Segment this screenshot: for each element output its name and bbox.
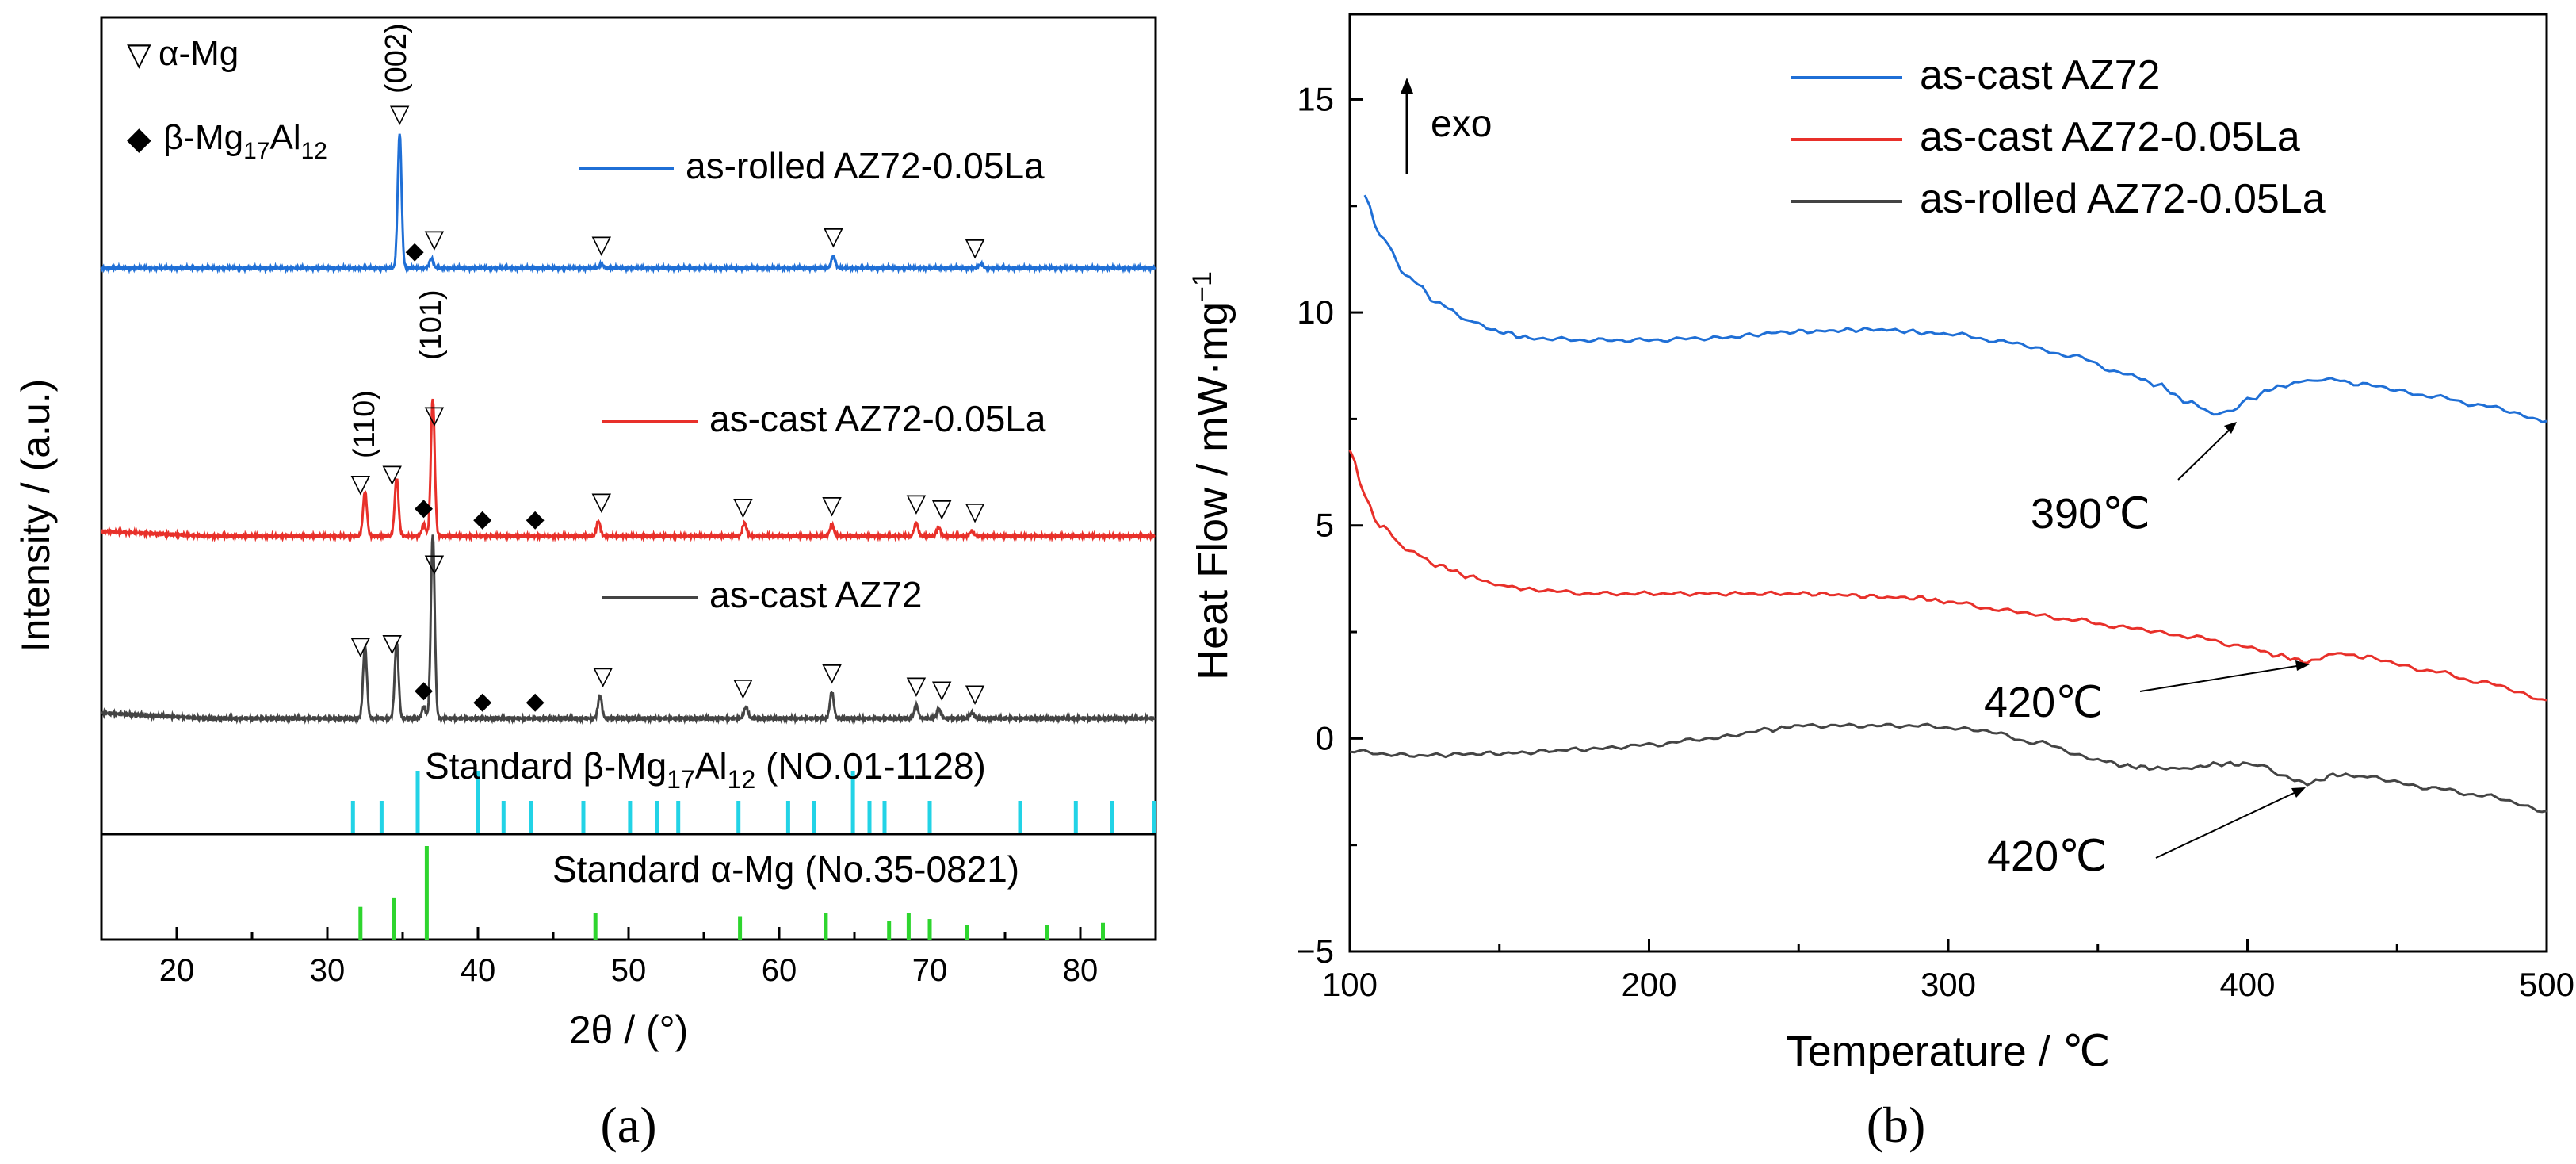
panel-b-x-axis-label: Temperature / ℃ [1787,1028,2111,1075]
standard-beta-lines [350,771,1156,834]
standard-beta-label: Standard β-Mg17Al12 (NO.01-1128) [425,745,986,794]
panel-b-legend: as-cast AZ72 as-cast AZ72-0.05La as-rolled… [1791,52,2326,222]
alpha-mg-marker: ▽ [907,488,927,517]
alpha-mg-marker: ▽ [932,675,952,703]
x-tick-label: 40 [461,953,496,988]
xrd-series-line-0 [100,133,1156,274]
standard-alpha-label: Standard α-Mg (No.35-0821) [552,848,1019,890]
alpha-mg-marker: ▽ [907,671,927,699]
x-tick-label: 400 [2219,966,2275,1003]
standard-alpha-lines [358,846,1105,940]
exo-arrow-head [1401,78,1413,94]
beta-phase-legend-label: β-Mg17Al12 [163,118,327,164]
panel-a-peak-markers: ▽▽ ▽ ▽ ▽◆▽ ▽▽▽ ▽ ▽ ▽ ▽ ▽◆ ◆ ◆▽ ▽▽▽ ▽▽ ▽ ▽ ▽◆ ◆ ◆ [350,99,984,714]
exo-label: exo [1431,103,1492,145]
beta-phase-marker: ◆ [415,494,433,520]
x-tick-label: 70 [912,953,948,988]
x-tick-label: 50 [611,953,647,988]
alpha-mg-symbol: ▽ [127,37,151,72]
alpha-mg-marker: ▽ [593,661,613,690]
alpha-mg-marker: ▽ [822,490,842,519]
dsc-series-line-2 [1349,722,2547,814]
x-tick-label: 200 [1621,966,1676,1003]
alpha-mg-marker: ▽ [965,233,985,262]
dsc-series-line-1 [1348,450,2547,702]
peak-label-110: (110) [348,390,381,458]
alpha-mg-marker: ▽ [591,487,611,515]
panel-a-x-axis: 20 30 40 50 60 70 80 [100,927,1157,988]
panel-a-caption: (a) [600,1097,656,1153]
x-tick-label: 20 [159,953,195,988]
x-tick-label: 500 [2519,966,2574,1003]
legend-label-2: as-rolled AZ72-0.05La [1920,176,2326,222]
alpha-mg-marker: ▽ [822,657,842,686]
annotation-390: 390℃ [2031,490,2150,538]
y-tick-label: −5 [1296,932,1334,970]
x-tick-label: 30 [310,953,346,988]
alpha-mg-marker: ▽ [965,679,985,707]
annotation-390-leader [2177,423,2236,481]
peak-label-101: (101) [415,289,448,360]
panel-a-series-legend: as-rolled AZ72-0.05La as-cast AZ72-0.05La… [579,145,1046,615]
beta-phase-marker: ◆ [526,506,545,532]
beta-phase-marker: ◆ [473,506,491,532]
y-tick-label: 10 [1297,293,1334,331]
alpha-mg-marker: ▽ [733,673,753,702]
x-tick-label: 100 [1322,966,1378,1003]
legend-label-1: as-cast AZ72-0.05La [709,398,1046,439]
annotation-420-black-arrowhead [2291,787,2306,798]
dsc-series-line-0 [1363,194,2547,423]
alpha-mg-marker: ▽ [350,631,370,660]
alpha-mg-marker: ▽ [382,459,402,488]
alpha-mg-marker: ▽ [932,494,952,523]
y-axis-unit-exponent: −1 [1187,271,1217,302]
alpha-mg-marker: ▽ [965,497,985,526]
xrd-series-line-1 [100,398,1156,543]
x-tick-label: 60 [762,953,797,988]
x-tick-label: 80 [1063,953,1099,988]
annotation-390-arrowhead [2224,422,2237,434]
annotation-420-black: 420℃ [1987,833,2107,880]
beta-phase-marker: ◆ [415,677,433,703]
peak-label-002: (002) [380,23,413,94]
panel-a-x-axis-label: 2θ / (°) [569,1008,689,1052]
annotation-420-black-leader [2155,788,2303,859]
panel-b-y-axis-label: Heat Flow / mW·mg−1 [1187,271,1236,680]
annotation-420-red-arrowhead [2295,660,2310,671]
y-tick-label: 5 [1316,507,1334,544]
alpha-mg-marker: ▽ [824,222,843,251]
alpha-mg-marker: ▽ [382,628,402,657]
y-tick-label: 15 [1297,80,1334,117]
alpha-mg-marker: ▽ [591,230,611,258]
alpha-mg-marker: ▽ [425,549,445,577]
y-tick-label: 0 [1316,719,1334,756]
legend-label-0: as-cast AZ72 [1920,52,2160,98]
annotation-420-red: 420℃ [1984,679,2104,726]
alpha-mg-legend-label: α-Mg [159,34,239,73]
beta-phase-marker: ◆ [526,688,545,714]
panel-b-axes: 100 200 300 400 500 −5 0 5 10 15 [1296,80,2574,1003]
panel-b-series [1348,194,2547,814]
alpha-mg-marker: ▽ [390,99,410,128]
beta-phase-symbol: ◆ [127,121,151,156]
panel-a-series [100,133,1156,726]
annotation-420-red-leader [2139,664,2307,692]
panel-b-caption: (b) [1867,1097,1926,1153]
legend-label-2: as-cast AZ72 [709,574,922,615]
legend-label-1: as-cast AZ72-0.05La [1920,114,2300,160]
beta-phase-marker: ◆ [473,688,491,714]
alpha-mg-marker: ▽ [733,492,753,521]
xrd-series-line-2 [101,534,1156,726]
x-tick-label: 300 [1921,966,1976,1003]
panel-a: 20 30 40 50 60 70 80 ▽▽ ▽ ▽ ▽◆▽ ▽▽▽ ▽ ▽ ▽ ▽ ▽◆ ◆ ◆▽ ▽▽▽ ▽▽ ▽… [13,16,1157,1153]
panel-a-y-axis-label: Intensity / (a.u.) [13,379,58,653]
legend-label-0: as-rolled AZ72-0.05La [686,145,1045,186]
alpha-mg-marker: ▽ [425,224,445,253]
alpha-mg-marker: ▽ [350,469,370,497]
beta-phase-marker: ◆ [406,238,424,264]
alpha-mg-marker: ▽ [425,400,445,429]
